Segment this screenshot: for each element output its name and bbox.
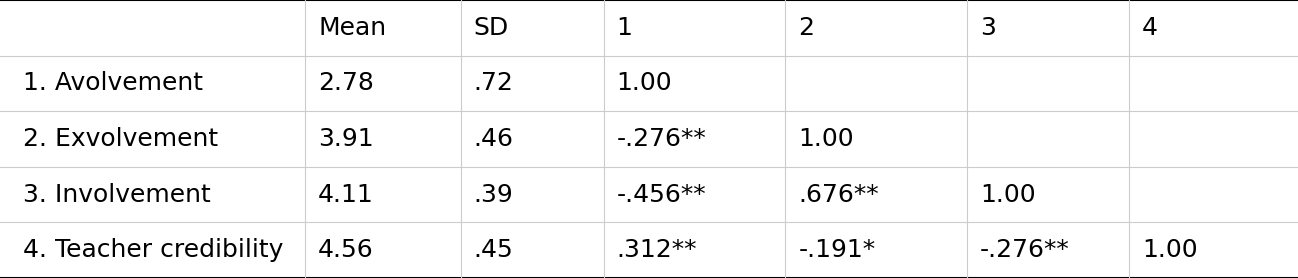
Text: SD: SD [474,16,509,40]
Text: 1.00: 1.00 [617,71,672,95]
Text: -.456**: -.456** [617,183,706,207]
Text: -.276**: -.276** [980,238,1070,262]
Text: 1.00: 1.00 [798,127,854,151]
Text: -.276**: -.276** [617,127,706,151]
Text: .72: .72 [474,71,514,95]
Text: 4.11: 4.11 [318,183,374,207]
Text: 3.91: 3.91 [318,127,374,151]
Text: 4. Teacher credibility: 4. Teacher credibility [23,238,284,262]
Text: 1.00: 1.00 [1142,238,1198,262]
Text: 2.78: 2.78 [318,71,374,95]
Text: 4.56: 4.56 [318,238,374,262]
Text: 1.00: 1.00 [980,183,1036,207]
Text: 1: 1 [617,16,632,40]
Text: .676**: .676** [798,183,879,207]
Text: .46: .46 [474,127,514,151]
Text: .312**: .312** [617,238,697,262]
Text: Mean: Mean [318,16,386,40]
Text: 4: 4 [1142,16,1158,40]
Text: 1. Avolvement: 1. Avolvement [23,71,204,95]
Text: .45: .45 [474,238,514,262]
Text: 2. Exvolvement: 2. Exvolvement [23,127,218,151]
Text: 3. Involvement: 3. Involvement [23,183,212,207]
Text: 3: 3 [980,16,996,40]
Text: -.191*: -.191* [798,238,875,262]
Text: 2: 2 [798,16,814,40]
Text: .39: .39 [474,183,514,207]
